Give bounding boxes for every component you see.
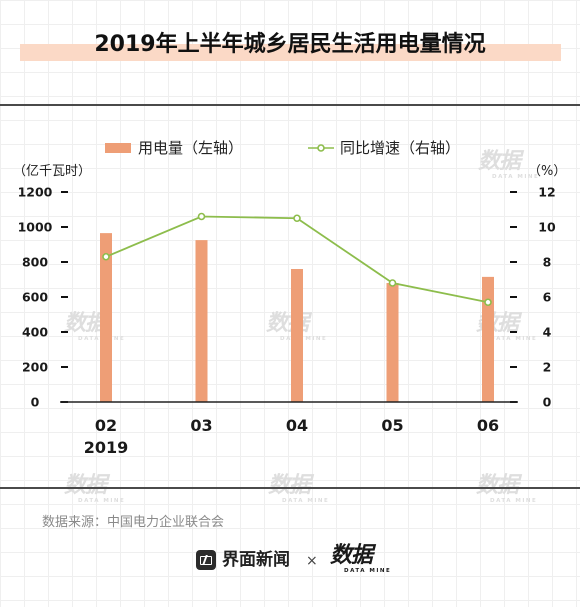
y-right-tick-label: 8 <box>543 255 552 270</box>
line-point-04 <box>293 214 301 223</box>
x-tick-label: 03 <box>190 416 212 435</box>
watermark-subtext: DATA MINE <box>78 498 126 504</box>
watermark-text: 数据 <box>64 311 107 336</box>
partner-logo-subtext: DATA MINE <box>344 568 392 574</box>
watermark-text: 数据 <box>478 149 521 174</box>
watermark-logo: 数据 DATA MINE <box>268 474 332 510</box>
watermark-text: 数据 <box>268 473 311 498</box>
brand-separator: × <box>306 553 318 569</box>
watermark-subtext: DATA MINE <box>490 498 538 504</box>
brand-name: 界面新闻 <box>222 550 290 570</box>
y-left-tick-label: 1200 <box>18 185 53 200</box>
legend-line-label: 同比增速（右轴） <box>340 139 461 157</box>
y-left-tick-label: 1000 <box>18 220 53 235</box>
y-right-tick-label: 10 <box>538 220 556 235</box>
y-right-tick-label: 12 <box>538 185 555 200</box>
bar-03 <box>195 240 208 402</box>
line-point-02 <box>102 252 110 261</box>
top-divider <box>0 104 580 106</box>
news-logo-icon <box>196 550 216 570</box>
x-tick-label: 02 <box>95 416 117 435</box>
legend-line-swatch <box>308 144 334 152</box>
x-year-label: 2019 <box>84 438 129 457</box>
watermark-subtext: DATA MINE <box>490 336 538 342</box>
y-left-tick-label: 400 <box>22 325 48 340</box>
y-left-tick-label: 600 <box>22 290 48 305</box>
bar-06 <box>482 276 494 402</box>
data-source: 数据来源：中国电力企业联合会 <box>42 515 225 530</box>
watermark-logo: 数据 DATA MINE <box>476 474 540 510</box>
partner-logo: 数据 DATA MINE <box>330 544 394 580</box>
y-right-tick-label: 2 <box>543 360 552 375</box>
y-right-axis-label: （%） <box>528 164 567 179</box>
watermark-subtext: DATA MINE <box>492 174 540 180</box>
watermark-logo: 数据 DATA MINE <box>478 150 542 186</box>
legend-bar-label: 用电量（左轴） <box>138 139 244 157</box>
watermark-logo: 数据 DATA MINE <box>64 474 128 510</box>
legend-bar-swatch <box>105 143 131 153</box>
bar-04 <box>291 269 303 402</box>
bar-05 <box>386 283 399 402</box>
x-tick-label: 04 <box>286 416 308 435</box>
watermark-subtext: DATA MINE <box>282 498 330 504</box>
y-left-tick-label: 800 <box>22 255 48 270</box>
x-tick-label: 06 <box>477 416 499 435</box>
y-right-tick-label: 0 <box>543 395 552 410</box>
y-left-axis-label: （亿千瓦时） <box>13 164 92 179</box>
chart-title: 2019年上半年城乡居民生活用电量情况 <box>94 32 486 57</box>
line-point-03 <box>197 212 206 221</box>
x-tick-label: 05 <box>381 416 403 435</box>
bar-02 <box>100 233 112 402</box>
watermark-text: 数据 <box>64 473 107 498</box>
watermark-text: 数据 <box>476 473 519 498</box>
y-left-tick-label: 200 <box>22 360 48 375</box>
y-right-tick-label: 6 <box>543 290 552 305</box>
line-point-05 <box>388 279 397 287</box>
title-highlight-band <box>20 44 561 61</box>
y-left-tick-label: 0 <box>31 395 40 410</box>
line-point-06 <box>484 298 492 307</box>
legend-line-marker <box>317 144 325 152</box>
partner-logo-text: 数据 <box>330 543 373 568</box>
bottom-divider <box>0 487 580 489</box>
y-right-tick-label: 4 <box>543 325 552 340</box>
